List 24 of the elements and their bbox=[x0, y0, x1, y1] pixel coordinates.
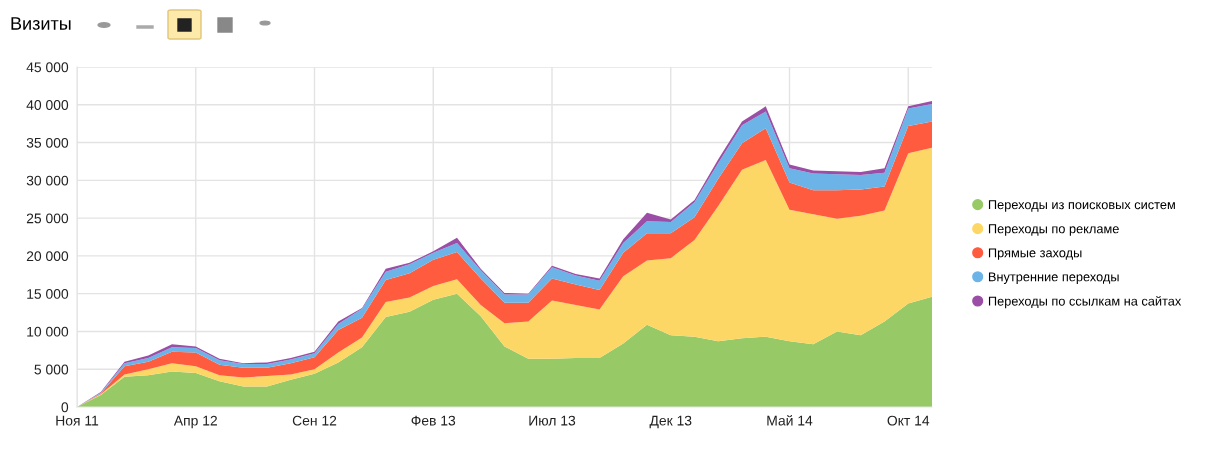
legend-label: Переходы по рекламе bbox=[988, 224, 1119, 236]
y-tick-label: 15 000 bbox=[27, 289, 69, 299]
x-tick-label: Май 14 bbox=[767, 415, 813, 426]
x-tick-label: Фев 13 bbox=[411, 415, 456, 426]
x-tick-label: Апр 12 bbox=[173, 415, 217, 429]
x-tick-label: Окт 14 bbox=[887, 415, 930, 426]
x-tick-label: Дек 13 bbox=[649, 415, 692, 429]
y-tick-label: 30 000 bbox=[26, 175, 69, 186]
chart-title: Визиты bbox=[11, 17, 71, 30]
x-tick-label: Ноя 11 bbox=[56, 415, 99, 426]
y-tick-label: 20 000 bbox=[26, 251, 69, 262]
y-tick-label: 35 000 bbox=[26, 137, 69, 148]
y-tick-label: 25 000 bbox=[26, 213, 69, 224]
legend-label: Внутренние переходы bbox=[988, 272, 1119, 284]
legend-label: Прямые заходы bbox=[988, 248, 1082, 260]
y-tick-label: 40 000 bbox=[26, 100, 69, 110]
y-tick-label: 45 000 bbox=[26, 62, 69, 73]
y-tick-label: 10 000 bbox=[27, 326, 69, 337]
legend-label: Переходы по ссылкам на сайтах bbox=[988, 296, 1182, 309]
y-tick-label: 0 bbox=[61, 402, 69, 413]
y-tick-label: 5 000 bbox=[34, 364, 69, 375]
legend-label: Переходы из поисковых систем bbox=[988, 200, 1175, 212]
x-tick-label: Июл 13 bbox=[529, 415, 576, 426]
x-tick-label: Сен 12 bbox=[292, 415, 337, 426]
